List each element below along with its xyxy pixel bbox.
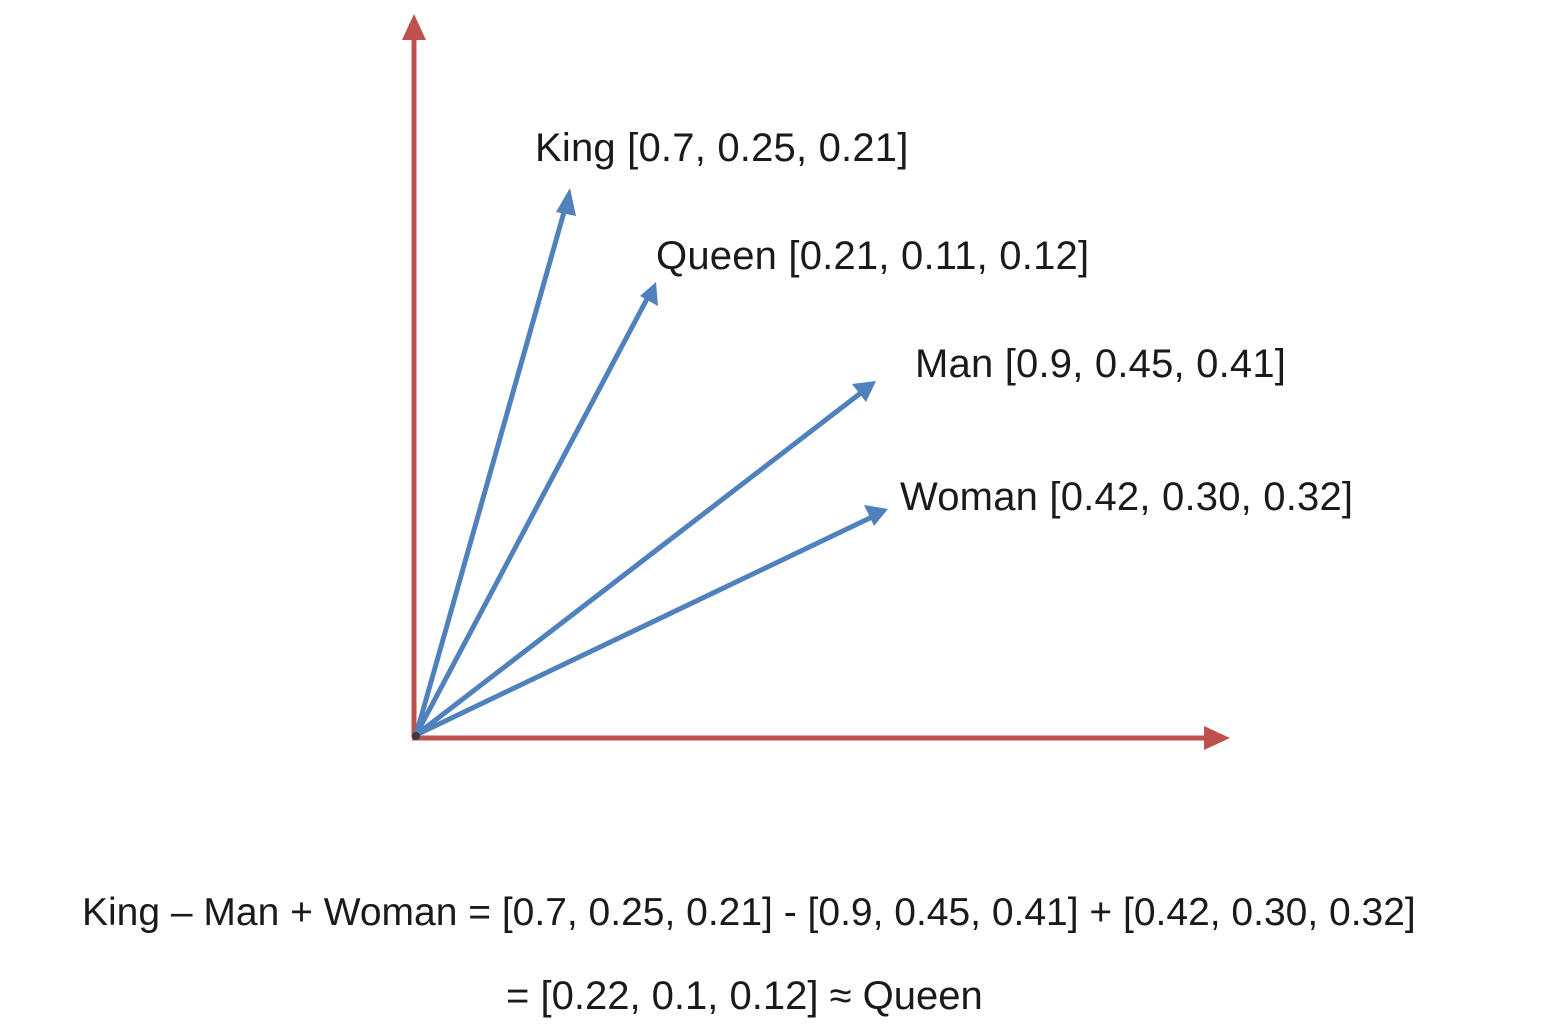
queen-vector-label: Queen [0.21, 0.11, 0.12]: [656, 236, 1089, 276]
origin-point: [412, 732, 420, 740]
y-axis-arrowhead: [402, 14, 426, 40]
equation-line-2: = [0.22, 0.1, 0.12] ≈ Queen: [506, 976, 983, 1016]
equation-line-1: King – Man + Woman = [0.7, 0.25, 0.21] -…: [82, 893, 1416, 932]
vector-man: [416, 381, 876, 735]
vector-king: [416, 188, 576, 735]
woman-vector-label: Woman [0.42, 0.30, 0.32]: [900, 477, 1353, 517]
king-vector-label: King [0.7, 0.25, 0.21]: [535, 128, 909, 168]
vector-queen: [416, 282, 658, 735]
man-vector-label: Man [0.9, 0.45, 0.41]: [915, 344, 1286, 384]
x-axis-arrowhead: [1204, 726, 1230, 750]
vector-woman: [416, 505, 888, 735]
